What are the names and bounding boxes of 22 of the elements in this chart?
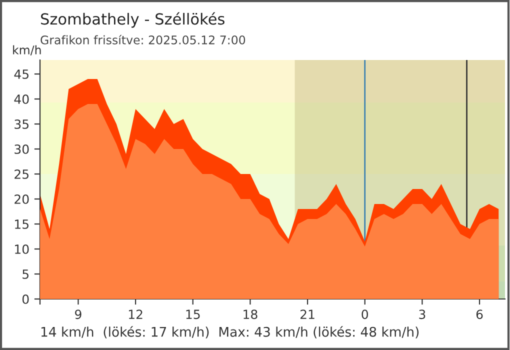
y-tick-label: 40 — [14, 94, 29, 104]
x-tick-label: 18 — [244, 310, 258, 320]
x-tick-label: 6 — [476, 310, 483, 320]
text: 14 km/h (lökés: 17 km/h) Max: 43 km/h (lökés: 48 km/h) — [41, 326, 419, 338]
y-tick-label: 25 — [14, 169, 28, 179]
y-tick-label: 20 — [14, 194, 29, 204]
y-tick-label: 5 — [22, 270, 28, 279]
y-tick-label: 15 — [15, 220, 28, 229]
chart-title: Szombathely - Széllökés — [41, 12, 224, 28]
x-tick-label: 12 — [128, 310, 142, 319]
y-tick-label: 35 — [14, 119, 28, 129]
y-tick-label: 30 — [14, 144, 29, 154]
chart-subtitle: Grafikon frissítve: 2025.05.12 7:00 — [40, 34, 246, 44]
y-tick-label: 10 — [15, 244, 29, 254]
x-tick-label: 3 — [419, 310, 426, 320]
y-tick-label: 45 — [14, 70, 28, 79]
y-tick-label: 0 — [22, 294, 29, 304]
x-tick-label: 9 — [75, 310, 82, 320]
x-tick-label: 15 — [186, 310, 200, 320]
x-tick-label: 0 — [362, 310, 368, 320]
x-tick-label: 21 — [300, 310, 314, 319]
y-axis-title: km/h — [13, 45, 41, 56]
